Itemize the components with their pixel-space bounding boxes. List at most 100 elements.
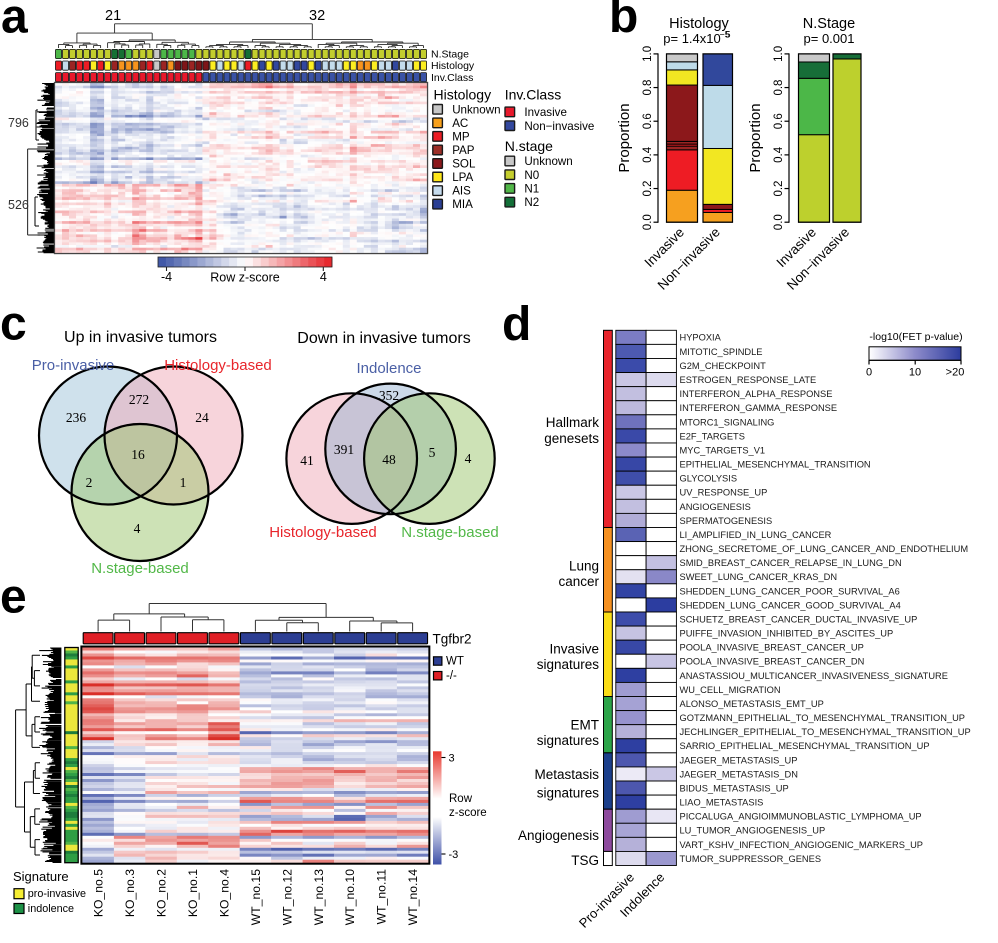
svg-text:Unknown: Unknown <box>452 103 500 116</box>
svg-text:indolence: indolence <box>28 903 74 915</box>
svg-text:UV_RESPONSE_UP: UV_RESPONSE_UP <box>680 488 768 498</box>
svg-text:KO_no.5: KO_no.5 <box>92 869 106 917</box>
svg-text:1: 1 <box>180 475 187 490</box>
svg-text:POOLA_INVASIVE_BREAST_CANCER_U: POOLA_INVASIVE_BREAST_CANCER_UP <box>680 643 864 653</box>
svg-text:−5: −5 <box>720 30 730 40</box>
svg-text:Tgfbr2: Tgfbr2 <box>433 632 472 647</box>
svg-text:0.6: 0.6 <box>773 113 785 129</box>
svg-text:WT: WT <box>446 655 464 667</box>
svg-text:E2F_TARGETS: E2F_TARGETS <box>680 431 745 441</box>
svg-text:Indolence: Indolence <box>356 360 421 377</box>
svg-text:1.0: 1.0 <box>773 46 785 62</box>
svg-text:b: b <box>609 0 638 43</box>
svg-text:2: 2 <box>86 475 93 490</box>
svg-text:Up in invasive tumors: Up in invasive tumors <box>64 329 217 346</box>
svg-text:EPITHELIAL_MESENCHYMAL_TRANSIT: EPITHELIAL_MESENCHYMAL_TRANSITION <box>680 460 871 470</box>
svg-text:signatures: signatures <box>537 657 600 672</box>
svg-text:SCHUETZ_BREAST_CANCER_DUCTAL_I: SCHUETZ_BREAST_CANCER_DUCTAL_INVASIVE_UP <box>680 614 918 624</box>
svg-text:ZHONG_SECRETOME_OF_LUNG_CANCER: ZHONG_SECRETOME_OF_LUNG_CANCER_AND_ENDOT… <box>680 544 969 554</box>
svg-text:POOLA_INVASIVE_BREAST_CANCER_D: POOLA_INVASIVE_BREAST_CANCER_DN <box>680 657 865 667</box>
svg-text:32: 32 <box>309 8 325 24</box>
svg-text:Lung: Lung <box>569 559 599 574</box>
svg-text:Unknown: Unknown <box>524 155 572 168</box>
svg-text:24: 24 <box>195 410 209 425</box>
svg-text:z-score: z-score <box>449 807 487 819</box>
svg-text:Proportion: Proportion <box>747 103 764 172</box>
svg-text:AIS: AIS <box>452 185 471 198</box>
svg-text:PAP: PAP <box>452 144 475 157</box>
svg-text:0.4: 0.4 <box>642 146 654 163</box>
svg-text:N1: N1 <box>524 182 539 195</box>
svg-text:SARRIO_EPITHELIAL_MESENCHYMAL_: SARRIO_EPITHELIAL_MESENCHYMAL_TRANSITION… <box>680 741 930 751</box>
svg-text:N.stage-based: N.stage-based <box>401 524 499 541</box>
svg-text:signatures: signatures <box>537 786 600 801</box>
svg-text:0.0: 0.0 <box>773 214 785 230</box>
svg-text:0.8: 0.8 <box>773 80 785 96</box>
svg-text:a: a <box>1 0 28 44</box>
svg-text:VART_KSHV_INFECTION_ANGIOGENIC: VART_KSHV_INFECTION_ANGIOGENIC_MARKERS_U… <box>680 840 924 850</box>
svg-text:KO_no.3: KO_no.3 <box>123 869 137 917</box>
svg-text:N0: N0 <box>524 169 539 182</box>
svg-text:MP: MP <box>452 130 470 143</box>
svg-text:WT_no.15: WT_no.15 <box>249 869 263 925</box>
svg-text:Row z-score: Row z-score <box>210 271 280 285</box>
svg-text:Hallmark: Hallmark <box>546 415 600 430</box>
svg-text:Histology-based: Histology-based <box>164 357 272 374</box>
svg-text:Invasive: Invasive <box>524 106 567 119</box>
svg-text:p= 0.001: p= 0.001 <box>804 31 855 46</box>
svg-text:INTERFERON_ALPHA_RESPONSE: INTERFERON_ALPHA_RESPONSE <box>680 389 833 399</box>
svg-text:5: 5 <box>429 445 436 460</box>
svg-text:5: 5 <box>726 30 731 40</box>
svg-text:Down in invasive tumors: Down in invasive tumors <box>297 330 470 347</box>
svg-text:KO_no.2: KO_no.2 <box>155 869 169 917</box>
svg-text:PICCALUGA_ANGIOIMMUNOBLASTIC_L: PICCALUGA_ANGIOIMMUNOBLASTIC_LYMPHOMA_UP <box>680 812 922 822</box>
svg-text:GLYCOLYSIS: GLYCOLYSIS <box>680 474 738 484</box>
svg-text:ANGIOGENESIS: ANGIOGENESIS <box>680 502 751 512</box>
svg-text:0.2: 0.2 <box>773 181 785 197</box>
svg-text:Invasive: Invasive <box>549 642 599 657</box>
svg-text:4: 4 <box>465 451 472 466</box>
svg-text:-4: -4 <box>161 270 172 284</box>
svg-text:Angiogenesis: Angiogenesis <box>518 828 599 843</box>
svg-text:genesets: genesets <box>544 431 599 446</box>
svg-text:WT_no.13: WT_no.13 <box>312 869 326 925</box>
svg-text:ESTROGEN_RESPONSE_LATE: ESTROGEN_RESPONSE_LATE <box>680 375 817 385</box>
svg-text:3: 3 <box>449 753 455 765</box>
svg-text:4: 4 <box>320 270 327 284</box>
svg-text:N.stage-based: N.stage-based <box>91 560 189 577</box>
svg-text:1.0: 1.0 <box>642 46 654 62</box>
svg-text:SWEET_LUNG_CANCER_KRAS_DN: SWEET_LUNG_CANCER_KRAS_DN <box>680 572 838 582</box>
svg-text:Inv.Class: Inv.Class <box>505 87 562 103</box>
svg-text:SMID_BREAST_CANCER_RELAPSE_IN_: SMID_BREAST_CANCER_RELAPSE_IN_LUNG_DN <box>680 558 902 568</box>
svg-text:SHEDDEN_LUNG_CANCER_POOR_SURVI: SHEDDEN_LUNG_CANCER_POOR_SURVIVAL_A6 <box>680 586 900 596</box>
svg-text:d: d <box>502 298 531 351</box>
svg-text:WT_no.14: WT_no.14 <box>406 869 420 925</box>
svg-text:AC: AC <box>452 117 468 130</box>
svg-text:272: 272 <box>129 392 149 407</box>
svg-text:MTORC1_SIGNALING: MTORC1_SIGNALING <box>680 417 775 427</box>
svg-text:signatures: signatures <box>537 733 600 748</box>
svg-text:4: 4 <box>134 521 141 536</box>
svg-text:LU_TUMOR_ANGIOGENESIS_UP: LU_TUMOR_ANGIOGENESIS_UP <box>680 826 826 836</box>
svg-text:PUIFFE_INVASION_INHIBITED_BY_A: PUIFFE_INVASION_INHIBITED_BY_ASCITES_UP <box>680 629 894 639</box>
svg-text:INTERFERON_GAMMA_RESPONSE: INTERFERON_GAMMA_RESPONSE <box>680 403 838 413</box>
svg-text:796: 796 <box>8 116 29 130</box>
svg-text:KO_no.4: KO_no.4 <box>217 869 231 917</box>
svg-text:Signature: Signature <box>13 869 69 884</box>
svg-text:0.8: 0.8 <box>642 80 654 96</box>
svg-text:0: 0 <box>866 367 872 379</box>
svg-text:Non−invasive: Non−invasive <box>524 120 594 133</box>
svg-text:GOTZMANN_EPITHELIAL_TO_MESENCH: GOTZMANN_EPITHELIAL_TO_MESENCHYMAL_TRANS… <box>680 713 966 723</box>
svg-text:cancer: cancer <box>558 574 599 589</box>
svg-text:0.4: 0.4 <box>773 146 785 163</box>
svg-text:391: 391 <box>334 442 354 457</box>
svg-text:-log10(FET p-value): -log10(FET p-value) <box>869 331 962 343</box>
svg-text:MITOTIC_SPINDLE: MITOTIC_SPINDLE <box>680 347 763 357</box>
svg-text:ALONSO_METASTASIS_EMT_UP: ALONSO_METASTASIS_EMT_UP <box>680 699 824 709</box>
svg-text:Histology: Histology <box>431 60 475 72</box>
svg-text:pro-invasive: pro-invasive <box>28 888 86 900</box>
svg-text:LPA: LPA <box>452 171 473 184</box>
svg-text:Pro-invasive: Pro-invasive <box>32 357 115 374</box>
svg-text:TSG: TSG <box>571 853 599 868</box>
svg-text:p= 1.4x10: p= 1.4x10 <box>663 31 720 46</box>
